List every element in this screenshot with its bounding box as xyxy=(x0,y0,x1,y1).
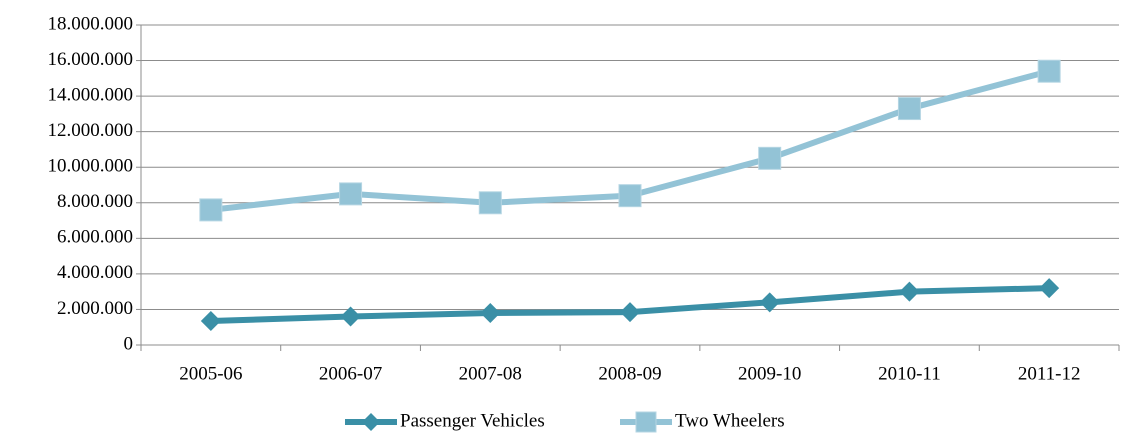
marker xyxy=(759,292,780,313)
marker xyxy=(1037,59,1061,83)
marker xyxy=(897,97,921,121)
marker xyxy=(1039,278,1060,299)
x-tick-label: 2009-10 xyxy=(738,363,801,384)
marker xyxy=(618,184,642,208)
x-tick-label: 2010-11 xyxy=(878,363,941,384)
marker xyxy=(200,311,221,331)
marker xyxy=(620,302,640,323)
marker xyxy=(758,146,782,170)
y-tick-label: 4.000.000 xyxy=(57,262,133,283)
x-tick-label: 2007-08 xyxy=(459,363,522,384)
marker xyxy=(339,182,363,206)
y-tick-label: 10.000.000 xyxy=(48,156,134,177)
legend-label: Two Wheelers xyxy=(675,410,785,431)
y-tick-label: 0 xyxy=(124,333,134,354)
x-tick-label: 2008-09 xyxy=(598,363,661,384)
y-tick-label: 14.000.000 xyxy=(48,84,134,105)
x-tick-label: 2006-07 xyxy=(319,363,382,384)
y-tick-label: 2.000.000 xyxy=(57,298,133,319)
y-tick-label: 6.000.000 xyxy=(57,227,133,248)
y-tick-label: 8.000.000 xyxy=(57,191,133,212)
marker xyxy=(199,198,223,222)
y-tick-label: 12.000.000 xyxy=(48,120,134,141)
legend-label: Passenger Vehicles xyxy=(400,410,545,431)
x-tick-label: 2005-06 xyxy=(179,363,242,384)
marker xyxy=(340,306,361,327)
marker xyxy=(899,281,920,302)
x-tick-label: 2011-12 xyxy=(1018,363,1081,384)
marker xyxy=(480,303,501,323)
marker xyxy=(635,411,657,433)
marker xyxy=(478,191,502,215)
marker xyxy=(362,413,380,431)
y-tick-label: 18.000.000 xyxy=(48,13,134,34)
y-tick-label: 16.000.000 xyxy=(48,49,134,70)
